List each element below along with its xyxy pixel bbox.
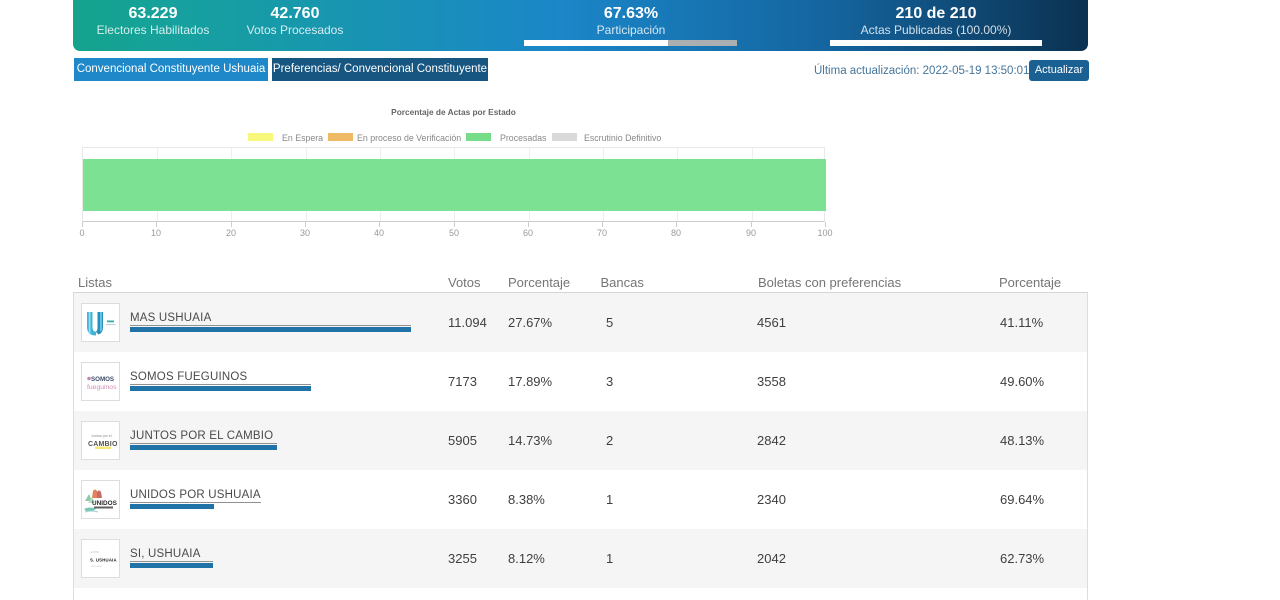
- svg-text:fueguinos: fueguinos: [87, 384, 117, 391]
- svg-text:ushuaia: ushuaia: [91, 564, 102, 568]
- svg-text:SOMOS: SOMOS: [91, 376, 114, 383]
- svg-text:UNIDOS: UNIDOS: [92, 500, 118, 507]
- svg-text:CAMBIO: CAMBIO: [88, 441, 118, 448]
- svg-text:S. USHUAIA: S. USHUAIA: [90, 558, 117, 563]
- svg-text:LISTA: LISTA: [91, 550, 99, 554]
- svg-text:Juntos por el: Juntos por el: [91, 434, 112, 438]
